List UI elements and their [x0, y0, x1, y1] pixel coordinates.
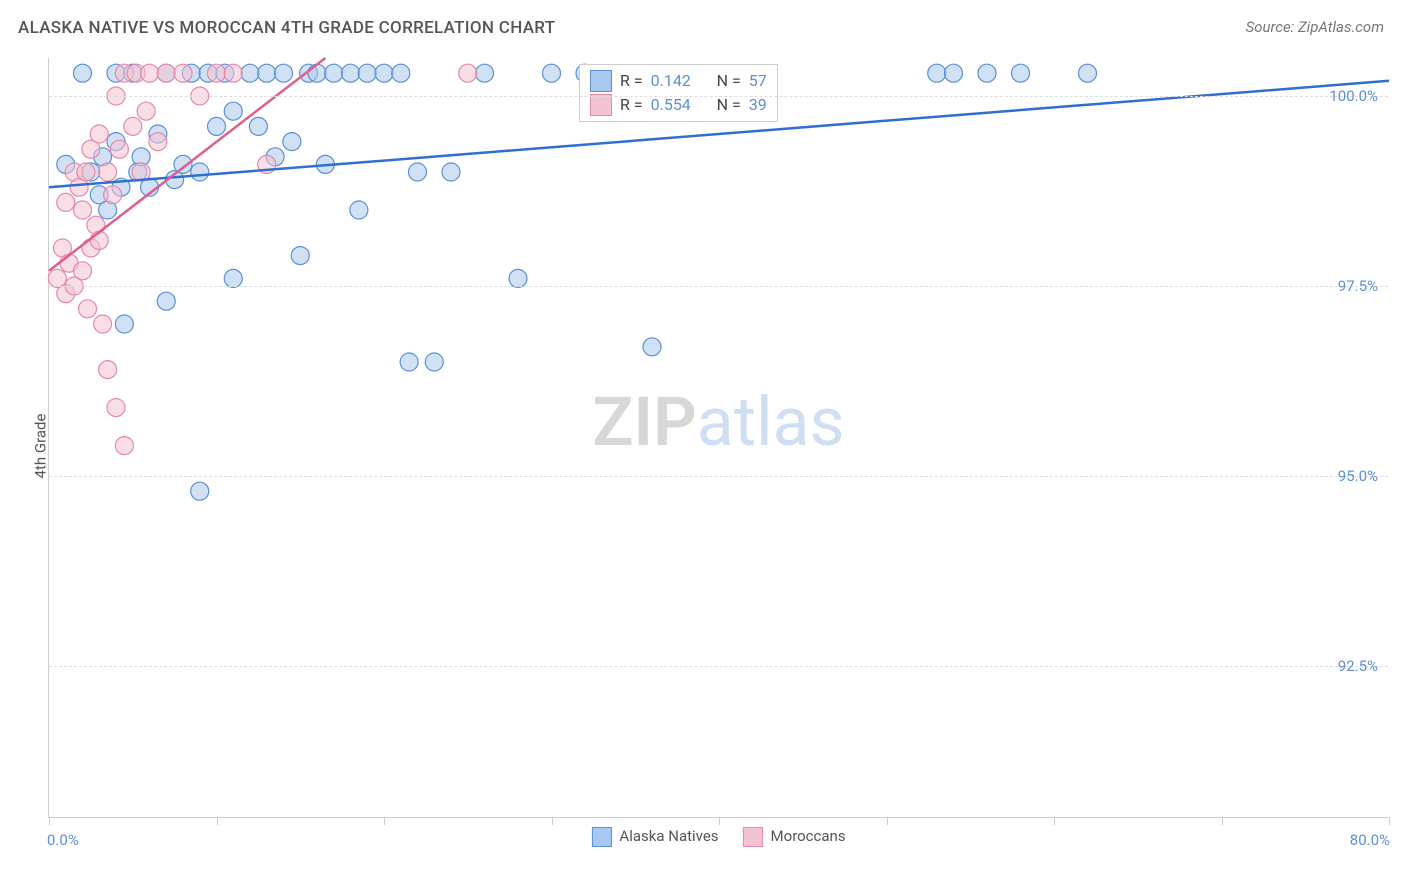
scatter-point: [978, 64, 996, 82]
scatter-point: [224, 269, 242, 287]
scatter-point: [74, 262, 92, 280]
gridline: [49, 96, 1388, 97]
gridline: [49, 666, 1388, 667]
x-tick: [384, 817, 385, 825]
scatter-point: [77, 163, 95, 181]
scatter-point: [342, 64, 360, 82]
y-axis-label: 4th Grade: [31, 414, 49, 479]
scatter-point: [115, 437, 133, 455]
scatter-point: [459, 64, 477, 82]
x-tick: [1389, 817, 1390, 825]
scatter-point: [137, 102, 155, 120]
scatter-point: [291, 247, 309, 265]
scatter-point: [543, 64, 561, 82]
scatter-point: [224, 64, 242, 82]
scatter-point: [308, 64, 326, 82]
scatter-point: [208, 64, 226, 82]
x-tick: [552, 817, 553, 825]
scatter-point: [79, 300, 97, 318]
scatter-point: [224, 102, 242, 120]
legend-swatch-alaska: [591, 827, 611, 847]
scatter-point: [442, 163, 460, 181]
y-tick-label: 97.5%: [1338, 277, 1378, 295]
legend-r-swatch: [590, 94, 612, 116]
gridline: [49, 286, 1388, 287]
scatter-point: [99, 361, 117, 379]
legend-r-swatch: [590, 70, 612, 92]
scatter-point: [74, 64, 92, 82]
scatter-point: [928, 64, 946, 82]
x-tick: [1222, 817, 1223, 825]
scatter-point: [208, 117, 226, 135]
scatter-point: [107, 399, 125, 417]
scatter-point: [174, 155, 192, 173]
scatter-point: [57, 193, 75, 211]
scatter-point: [124, 117, 142, 135]
legend-item-moroccan: Moroccans: [743, 827, 846, 847]
scatter-point: [191, 163, 209, 181]
scatter-point: [115, 315, 133, 333]
scatter-point: [174, 64, 192, 82]
scatter-point: [149, 133, 167, 151]
scatter-point: [375, 64, 393, 82]
plot-area: ZIPatlas R =0.142N =57R =0.554N =39 Alas…: [48, 58, 1388, 818]
scatter-point: [1012, 64, 1030, 82]
scatter-point: [283, 133, 301, 151]
scatter-point: [258, 64, 276, 82]
scatter-point: [945, 64, 963, 82]
scatter-point: [99, 163, 117, 181]
scatter-point: [1079, 64, 1097, 82]
scatter-point: [141, 64, 159, 82]
scatter-point: [392, 64, 410, 82]
scatter-point: [350, 201, 368, 219]
scatter-point: [74, 201, 92, 219]
scatter-point: [90, 231, 108, 249]
scatter-point: [643, 338, 661, 356]
scatter-point: [476, 64, 494, 82]
scatter-point: [275, 64, 293, 82]
source-attribution: Source: ZipAtlas.com: [1246, 18, 1384, 36]
correlation-legend: R =0.142N =57R =0.554N =39: [579, 64, 778, 122]
legend-swatch-moroccan: [743, 827, 763, 847]
legend-item-alaska: Alaska Natives: [591, 827, 718, 847]
x-tick: [1054, 817, 1055, 825]
scatter-point: [425, 353, 443, 371]
scatter-point: [409, 163, 427, 181]
x-tick: [49, 817, 50, 825]
scatter-point: [94, 315, 112, 333]
scatter-point: [157, 292, 175, 310]
series-legend: Alaska Natives Moroccans: [591, 827, 845, 847]
scatter-point: [191, 482, 209, 500]
chart-title: ALASKA NATIVE VS MOROCCAN 4TH GRADE CORR…: [18, 18, 555, 38]
x-tick: [217, 817, 218, 825]
scatter-point: [400, 353, 418, 371]
scatter-point: [110, 140, 128, 158]
scatter-point: [241, 64, 259, 82]
scatter-point: [358, 64, 376, 82]
y-tick-label: 100.0%: [1329, 87, 1378, 105]
scatter-point: [157, 64, 175, 82]
scatter-svg: [49, 58, 1389, 818]
scatter-point: [509, 269, 527, 287]
scatter-point: [325, 64, 343, 82]
x-tick: [719, 817, 720, 825]
x-tick: [887, 817, 888, 825]
y-tick-label: 92.5%: [1338, 657, 1378, 675]
y-tick-label: 95.0%: [1338, 467, 1378, 485]
x-tick-label-min: 0.0%: [47, 831, 79, 849]
correlation-legend-row: R =0.142N =57: [590, 69, 767, 93]
scatter-point: [90, 125, 108, 143]
scatter-point: [249, 117, 267, 135]
x-tick-label-max: 80.0%: [1350, 831, 1390, 849]
gridline: [49, 476, 1388, 477]
scatter-point: [104, 186, 122, 204]
